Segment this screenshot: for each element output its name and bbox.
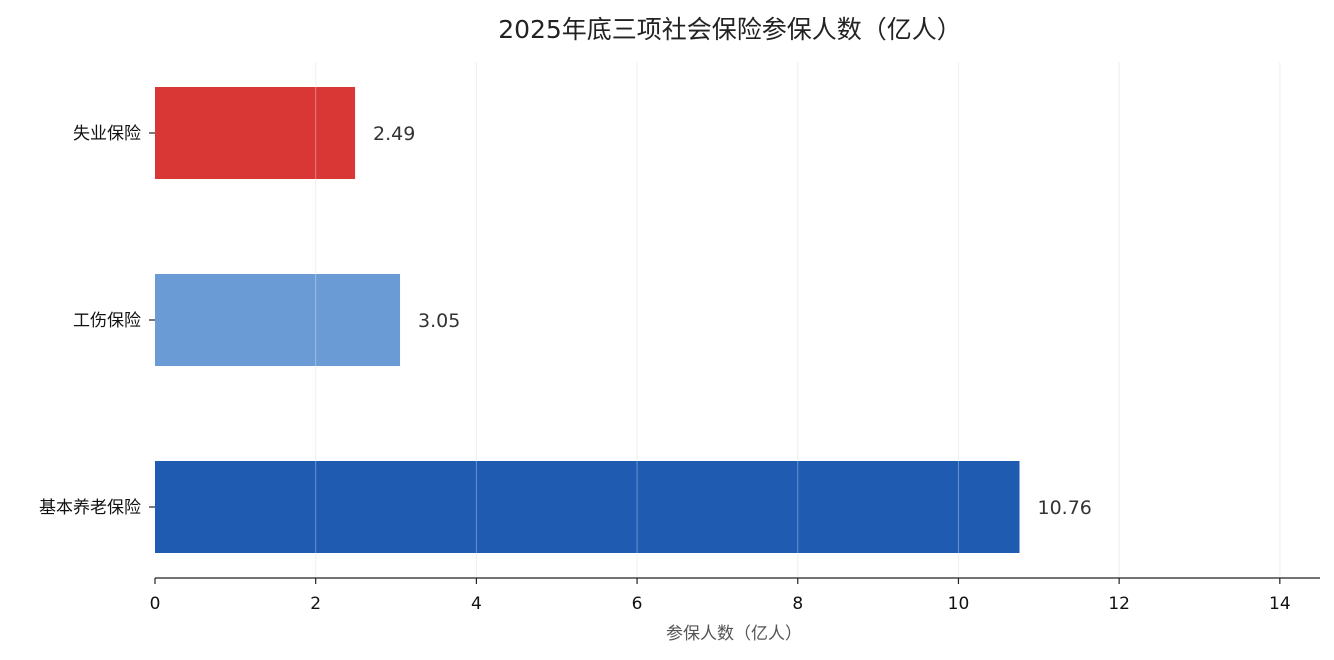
category-label: 失业保险: [73, 124, 141, 144]
grid-lines: [315, 62, 1281, 578]
bars: [155, 87, 1020, 553]
x-axis-title: 参保人数（亿人）: [666, 624, 802, 644]
category-label: 基本养老保险: [39, 498, 141, 518]
value-label: 2.49: [373, 123, 415, 145]
x-axis: 0 2 4 6 8 10 12 14: [150, 577, 1320, 614]
x-tick-label: 2: [310, 594, 321, 614]
bar: [155, 87, 356, 179]
x-tick-label: 4: [471, 594, 482, 614]
x-tick-label: 14: [1269, 594, 1291, 614]
x-tick-label: 6: [632, 594, 643, 614]
category-axis: 基本养老保险 工伤保险 失业保险: [39, 124, 155, 518]
value-labels: 10.76 3.05 2.49: [373, 123, 1092, 519]
value-label: 10.76: [1038, 497, 1092, 519]
x-tick-label: 8: [792, 594, 803, 614]
grid-overlay-lines: [315, 62, 1281, 578]
value-label: 3.05: [418, 310, 460, 332]
x-tick-label: 12: [1108, 594, 1130, 614]
category-label: 工伤保险: [73, 311, 141, 331]
bar: [155, 274, 401, 366]
x-tick-label: 10: [948, 594, 970, 614]
x-tick-label: 0: [150, 594, 161, 614]
chart-title: 2025年底三项社会保险参保人数（亿人）: [498, 15, 962, 44]
bar: [155, 461, 1020, 553]
